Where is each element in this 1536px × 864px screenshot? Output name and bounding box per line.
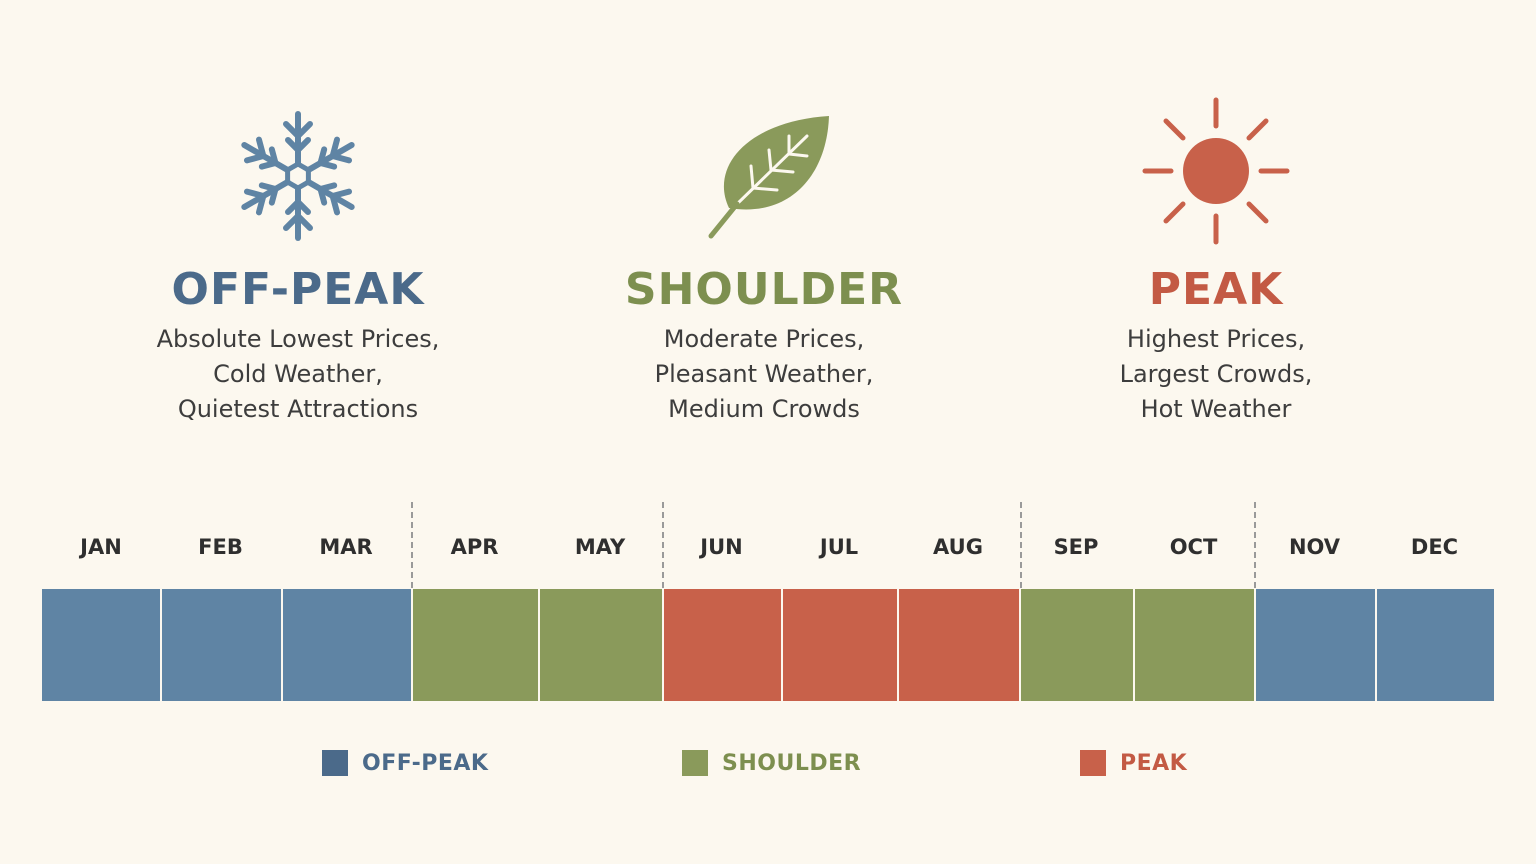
description-line: Hot Weather	[1140, 395, 1292, 423]
month-cell-dec	[1375, 589, 1494, 701]
legend-item-peak: PEAK	[1080, 750, 1187, 776]
month-cell-may	[538, 589, 662, 701]
season-description: Highest Prices, Largest Crowds, Hot Weat…	[986, 322, 1446, 427]
month-label-mar: MAR	[319, 535, 373, 559]
season-shoulder: SHOULDER Moderate Prices, Pleasant Weath…	[534, 96, 994, 427]
legend: OFF-PEAK SHOULDER PEAK	[0, 750, 1536, 780]
month-label-nov: NOV	[1288, 535, 1341, 559]
description-line: Medium Crowds	[668, 395, 860, 423]
description-line: Highest Prices,	[1126, 325, 1306, 353]
month-labels: JAN FEB MAR APR MAY JUN JUL AUG SEP OCT NOV DEC	[42, 535, 1494, 571]
season-title: SHOULDER	[624, 264, 904, 315]
month-cell-sep	[1019, 589, 1133, 701]
month-cell-jul	[781, 589, 897, 701]
month-cell-nov	[1254, 589, 1375, 701]
legend-label: SHOULDER	[722, 750, 862, 776]
description-line: Absolute Lowest Prices,	[156, 325, 440, 353]
month-cell-mar	[281, 589, 411, 701]
month-label-jun: JUN	[700, 535, 743, 559]
leaf-icon	[708, 116, 829, 239]
season-description: Moderate Prices, Pleasant Weather, Mediu…	[534, 322, 994, 427]
month-cell-jun	[662, 589, 781, 701]
description-line: Pleasant Weather,	[654, 360, 874, 388]
month-label-sep: SEP	[1053, 535, 1099, 559]
season-divider	[411, 502, 413, 588]
legend-swatch	[322, 750, 348, 776]
season-divider	[1020, 502, 1022, 588]
legend-label: OFF-PEAK	[362, 750, 489, 776]
season-divider	[662, 502, 664, 588]
month-timeline-bar	[42, 589, 1494, 701]
legend-swatch	[682, 750, 708, 776]
month-label-jul: JUL	[819, 535, 859, 559]
month-cell-oct	[1133, 589, 1254, 701]
description-line: Quietest Attractions	[177, 395, 419, 423]
month-label-may: MAY	[574, 535, 626, 559]
month-cell-apr	[411, 589, 538, 701]
description-line: Cold Weather,	[213, 360, 383, 388]
season-off-peak: OFF-PEAK Absolute Lowest Prices, Cold We…	[68, 96, 528, 427]
season-description: Absolute Lowest Prices, Cold Weather, Qu…	[68, 322, 528, 427]
legend-item-off-peak: OFF-PEAK	[322, 750, 488, 776]
description-line: Moderate Prices,	[663, 325, 865, 353]
season-peak: PEAK Highest Prices, Largest Crowds, Hot…	[986, 96, 1446, 427]
month-cell-aug	[897, 589, 1019, 701]
season-title: PEAK	[1148, 264, 1284, 315]
legend-label: PEAK	[1120, 750, 1188, 776]
month-cell-jan	[42, 589, 160, 701]
month-label-dec: DEC	[1410, 535, 1459, 559]
month-label-jan: JAN	[80, 535, 122, 559]
sun-icon	[1142, 97, 1290, 245]
month-label-feb: FEB	[198, 535, 243, 559]
description-line: Largest Crowds,	[1119, 360, 1313, 388]
season-divider	[1254, 502, 1256, 588]
legend-swatch	[1080, 750, 1106, 776]
legend-item-shoulder: SHOULDER	[682, 750, 861, 776]
season-title: OFF-PEAK	[171, 264, 425, 315]
month-cell-feb	[160, 589, 281, 701]
month-label-aug: AUG	[933, 535, 983, 559]
month-label-oct: OCT	[1169, 535, 1218, 559]
snowflake-icon	[223, 111, 373, 246]
month-label-apr: APR	[450, 535, 499, 559]
